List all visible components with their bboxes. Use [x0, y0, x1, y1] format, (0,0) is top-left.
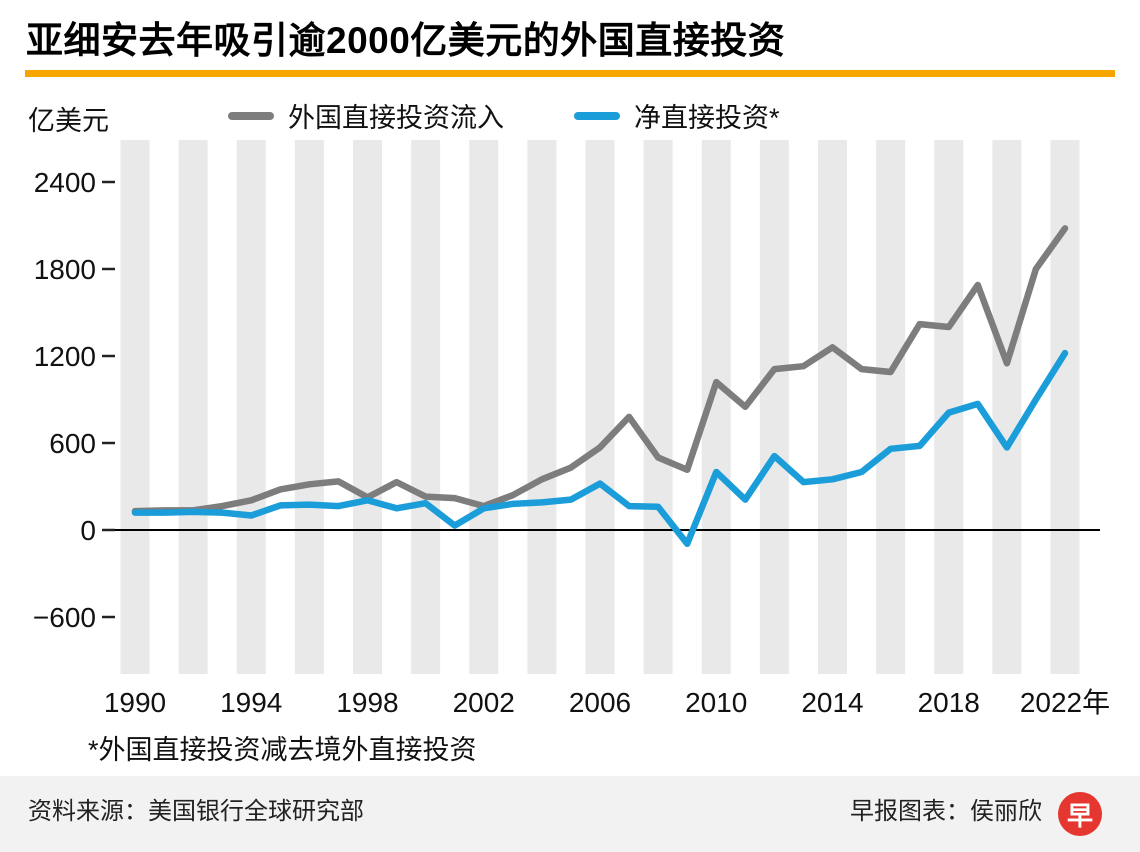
y-tick-label: 1800 — [34, 254, 96, 285]
x-tick-label: 1998 — [336, 687, 398, 718]
x-tick-label: 2002 — [453, 687, 515, 718]
series-line-0 — [131, 225, 1069, 515]
background-stripe — [236, 140, 266, 674]
y-tick-label: 600 — [49, 428, 96, 459]
x-tick-label: 2014 — [801, 687, 863, 718]
background-stripe — [353, 140, 382, 674]
chart-footnote: *外国直接投资减去境外直接投资 — [88, 735, 477, 765]
series-line-1 — [131, 349, 1069, 548]
line-chart-svg: 2400 1800 1200 600 0 −600 1990 1994 1998 2002 2006… — [33, 140, 1110, 718]
y-tick-label: 2400 — [34, 167, 96, 198]
x-tick-label: 1994 — [220, 687, 282, 718]
x-tick-label: 2006 — [569, 687, 631, 718]
background-stripe — [759, 140, 789, 674]
background-stripe — [469, 140, 499, 674]
y-tick-label: 0 — [80, 515, 96, 546]
page-title: 亚细安去年吸引逾2000亿美元的外国直接投资 — [26, 20, 786, 61]
y-tick-label: −600 — [33, 602, 96, 633]
y-axis-unit-label: 亿美元 — [28, 106, 109, 136]
title-underline — [25, 70, 1115, 77]
x-tick-label: 2022年 — [1020, 687, 1110, 718]
background-stripe — [527, 140, 557, 674]
x-tick-label: 2018 — [918, 687, 980, 718]
background-stripe — [294, 140, 324, 674]
legend-item-net-di: 净直接投资* — [574, 96, 780, 135]
background-stripe — [120, 140, 150, 674]
x-tick-label: 2010 — [685, 687, 747, 718]
background-stripe — [992, 140, 1022, 674]
background-stripe — [876, 140, 906, 674]
background-stripe — [178, 140, 208, 674]
legend-label-net-di: 净直接投资* — [634, 103, 780, 133]
y-tick-label: 1200 — [34, 341, 96, 372]
background-stripe — [585, 140, 615, 674]
background-stripe — [411, 140, 441, 674]
source-text: 资料来源：美国银行全球研究部 — [28, 798, 364, 825]
background-stripe — [1050, 140, 1080, 674]
legend-swatch-gray — [228, 111, 274, 120]
background-stripe — [643, 140, 673, 674]
footer-strip — [0, 776, 1140, 852]
legend-swatch-blue — [574, 111, 620, 120]
legend-label-fdi-inflow: 外国直接投资流入 — [288, 103, 504, 133]
chart-legend: 外国直接投资流入 净直接投资* — [228, 96, 780, 135]
x-tick-label: 1990 — [104, 687, 166, 718]
zaobao-logo: 早 — [1058, 792, 1102, 836]
credit-text: 早报图表：侯丽欣 — [850, 798, 1042, 825]
legend-item-fdi-inflow: 外国直接投资流入 — [228, 96, 504, 135]
background-stripe — [818, 140, 847, 674]
